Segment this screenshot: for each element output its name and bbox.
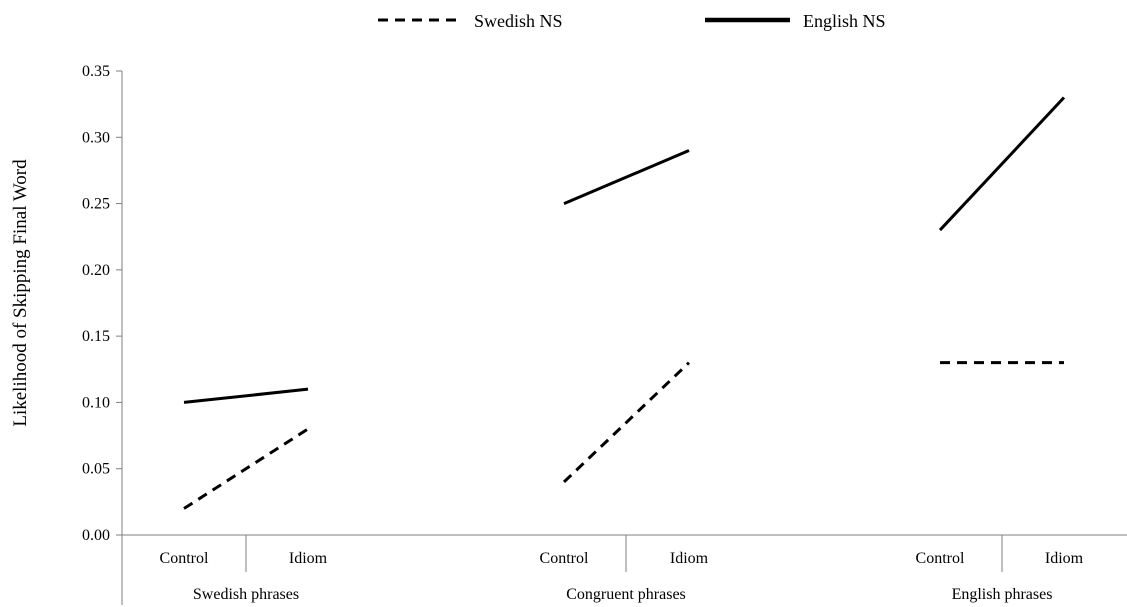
legend-label: English NS — [803, 11, 886, 31]
english-ns-segment — [563, 149, 690, 205]
x-category-label: Control — [916, 550, 965, 567]
x-category-label: Idiom — [289, 550, 328, 567]
x-category-label: Control — [540, 550, 589, 567]
english-ns-segment — [938, 96, 1066, 232]
x-category-label: Idiom — [1045, 550, 1084, 567]
english-ns-segment — [183, 387, 309, 404]
x-group-label: English phrases — [952, 586, 1053, 603]
y-axis: 0.00 0.05 0.10 0.15 0.20 0.25 0.30 0.35 — [82, 63, 123, 605]
swedish-ns-segment — [183, 427, 309, 510]
series-layer — [183, 96, 1066, 510]
y-tick-label: 0.05 — [82, 461, 110, 478]
y-tick-label: 0.25 — [82, 196, 110, 213]
y-tick-label: 0.00 — [82, 527, 110, 544]
y-tick-label: 0.30 — [82, 129, 110, 146]
legend-label: Swedish NS — [474, 11, 563, 31]
x-category-label: Control — [160, 550, 209, 567]
y-tick-label: 0.15 — [82, 328, 110, 345]
swedish-ns-segment — [562, 361, 691, 484]
y-axis-label: Likelihood of Skipping Final Word — [10, 159, 31, 427]
x-group-label: Swedish phrases — [193, 586, 299, 603]
y-tick-label: 0.20 — [82, 262, 110, 279]
legend: Swedish NS English NS — [378, 11, 886, 31]
x-axis: Control Idiom Swedish phrases Control Idiom C… — [122, 534, 1127, 603]
x-group-label: Congruent phrases — [566, 586, 686, 603]
x-category-label: Idiom — [670, 550, 709, 567]
y-tick-label: 0.10 — [82, 394, 110, 411]
y-tick-label: 0.35 — [82, 63, 110, 80]
